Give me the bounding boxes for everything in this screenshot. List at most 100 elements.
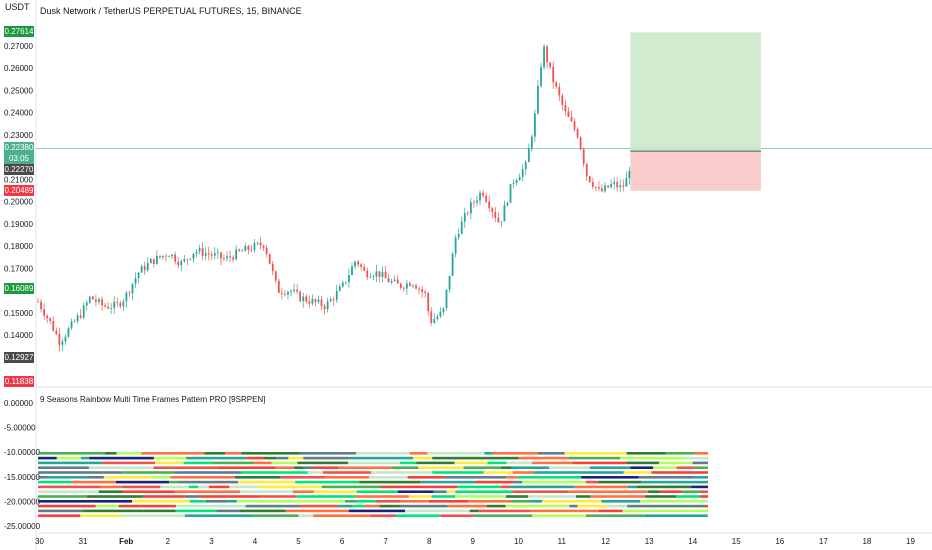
candle-body	[76, 315, 79, 322]
candle-body	[189, 258, 192, 260]
price-tick: 0.20000	[4, 198, 33, 207]
indicator-tick: -10.00000	[4, 448, 41, 457]
indicator-stripe	[322, 471, 372, 474]
indicator-stripe	[303, 456, 350, 460]
indicator-stripe	[517, 476, 582, 479]
candle-body	[625, 178, 628, 187]
candle-body	[585, 163, 588, 177]
candle-body	[131, 283, 134, 294]
candle-body	[253, 242, 256, 251]
candle-body	[466, 213, 469, 214]
indicator-stripe	[204, 452, 226, 455]
indicator-stripe	[483, 471, 513, 474]
candle-body	[168, 256, 170, 258]
indicator-stripe	[173, 471, 242, 474]
indicator-stripe	[622, 509, 670, 513]
candle-body	[454, 237, 457, 254]
candle-body	[223, 258, 225, 260]
candle-body	[537, 85, 539, 114]
candle-body	[250, 249, 253, 251]
candle-body	[37, 301, 39, 303]
indicator-stripe	[493, 500, 512, 503]
indicator-stripe	[518, 456, 569, 460]
indicator-stripe	[280, 476, 325, 479]
indicator-stripe	[120, 514, 185, 517]
indicator-stripe	[46, 476, 87, 479]
indicator-stripe	[416, 461, 455, 465]
candle-body	[491, 208, 494, 212]
indicator-stripe	[254, 461, 272, 465]
candle-body	[351, 266, 353, 276]
indicator-stripe	[121, 485, 161, 489]
candle-body	[216, 252, 219, 254]
candle-body	[579, 137, 582, 150]
candle-body	[430, 311, 433, 323]
candle-body	[354, 261, 356, 267]
indicator-stripe	[644, 514, 708, 517]
candle-body	[509, 184, 512, 203]
indicator-stripe	[292, 490, 314, 493]
indicator-stripe	[574, 485, 628, 489]
indicator-stripe	[669, 509, 708, 513]
indicator-stripe	[118, 504, 141, 508]
indicator-stripe	[321, 485, 381, 489]
candle-body	[61, 341, 64, 345]
indicator-stripe	[468, 500, 494, 503]
candle-body	[290, 290, 292, 292]
indicator-stripe	[186, 456, 247, 460]
candle-body	[512, 183, 515, 185]
candle-body	[549, 62, 552, 67]
indicator-stripe	[598, 480, 642, 484]
candle-body	[479, 192, 481, 201]
indicator-stripe	[246, 456, 264, 460]
indicator-stripe	[86, 476, 104, 479]
time-tick: 30	[35, 537, 44, 546]
candle-body	[412, 285, 414, 287]
indicator-stripe	[263, 456, 277, 460]
indicator-stripe	[408, 495, 432, 498]
indicator-stripe	[455, 495, 507, 498]
candle-body	[67, 328, 70, 337]
candle-body	[159, 255, 161, 258]
candle-body	[424, 291, 427, 294]
candle-body	[186, 259, 189, 261]
candle-body	[622, 185, 625, 187]
indicator-stripe	[295, 480, 360, 484]
indicator-stripe	[140, 504, 177, 508]
candle-body	[506, 202, 509, 206]
indicator-stripe	[38, 476, 47, 479]
indicator-stripe	[693, 466, 708, 469]
candle-body	[320, 299, 323, 307]
indicator-title[interactable]: 9 Seasons Rainbow Multi Time Frames Patt…	[40, 395, 266, 404]
candle-body	[366, 270, 369, 278]
candle-body	[494, 211, 497, 218]
indicator-stripe	[203, 504, 246, 508]
candle-body	[369, 277, 372, 278]
indicator-stripe	[241, 471, 308, 474]
indicator-stripe	[275, 466, 295, 469]
candle-body	[226, 256, 228, 259]
candle-body	[433, 319, 436, 323]
indicator-stripe	[105, 452, 117, 455]
indicator-stripe	[638, 476, 694, 479]
candle-body	[546, 46, 548, 63]
indicator-stripe	[38, 471, 104, 474]
indicator-stripe	[585, 480, 599, 484]
candle-body	[329, 299, 332, 302]
indicator-stripe	[627, 461, 660, 465]
candle-body	[137, 272, 140, 279]
candle-body	[555, 82, 558, 87]
candle-body	[201, 248, 204, 256]
price-tick: 0.23000	[4, 131, 33, 140]
candle-body	[146, 263, 149, 271]
time-tick: 17	[819, 537, 828, 546]
candle-body	[101, 299, 103, 306]
indicator-stripe	[198, 485, 209, 489]
time-tick: Feb	[119, 537, 133, 546]
candle-body	[52, 321, 55, 331]
indicator-stripe	[454, 461, 488, 465]
indicator-stripe	[392, 476, 408, 479]
indicator-stripe	[534, 471, 595, 474]
candle-body	[70, 321, 73, 329]
